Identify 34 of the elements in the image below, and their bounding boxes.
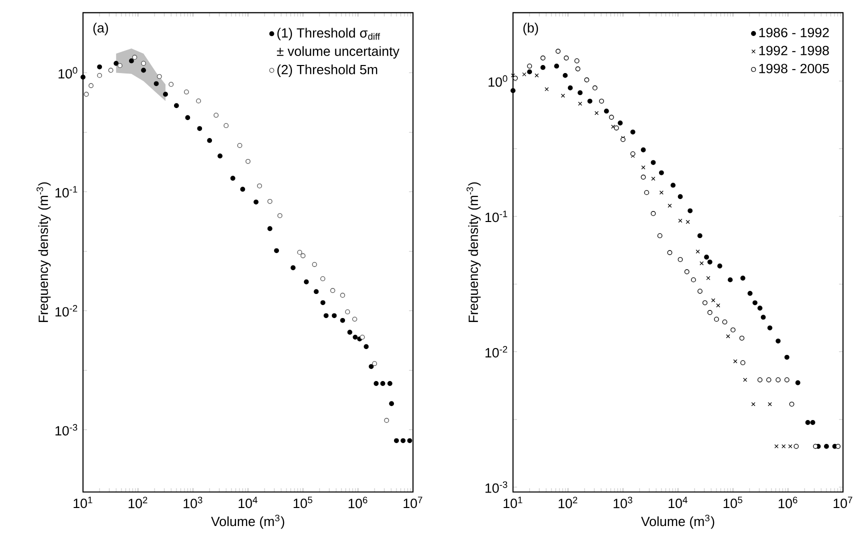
legend-label: 1992 - 1998 [759,46,829,56]
x-tick-label: 10$^{7}$ [834,496,852,508]
y-tick-label: 10$^{-3}$ [56,424,78,436]
y-tick-label: 10$^{-1}$ [486,210,508,222]
x-tick-label: 10$^{3}$ [614,496,632,508]
x-tick-label: 10$^{7}$ [404,496,422,508]
x-tick-label: 10$^{6}$ [778,496,798,508]
y-tick-label: 10$^{0}$ [488,75,508,87]
text: (b) [523,22,538,36]
legend-label: 1998 - 2005 [759,64,829,74]
x-tick-label: 10$^{5}$ [294,496,312,508]
text: (a) [93,22,108,36]
legend-label: (2) Threshold 5m [277,64,378,77]
y-tick-label: 10$^{-2}$ [56,305,78,317]
y-tick-label: 10$^{-3}$ [486,481,508,493]
y-tick-label: 10$^{0}$ [58,67,78,79]
x-axis-title: Volume (m$^{3}$) [211,514,284,529]
x-tick-label: 10$^{3}$ [184,496,202,508]
y-axis-title: Frequency density (m$^{-3}$) [36,182,51,322]
legend-label: 1986 - 1992 [759,28,829,38]
x-tick-label: 10$^{2}$ [558,496,578,508]
x-tick-label: 10$^{1}$ [504,496,522,508]
legend-label: (1) Threshold σ$_{diff}$ [277,28,380,40]
y-tick-label: 10$^{-2}$ [486,346,508,358]
x-tick-label: 10$^{4}$ [238,496,258,508]
y-axis-title: Frequency density (m$^{-3}$) [466,182,481,322]
x-tick-label: 10$^{1}$ [74,496,92,508]
y-tick-label: 10$^{-1}$ [56,186,78,198]
x-tick-label: 10$^{4}$ [668,496,688,508]
x-axis-title: Volume (m$^{3}$) [641,514,714,529]
annotation: ± volume uncertainty [276,46,400,59]
x-tick-label: 10$^{6}$ [348,496,368,508]
x-tick-label: 10$^{5}$ [724,496,742,508]
x-tick-label: 10$^{2}$ [128,496,148,508]
